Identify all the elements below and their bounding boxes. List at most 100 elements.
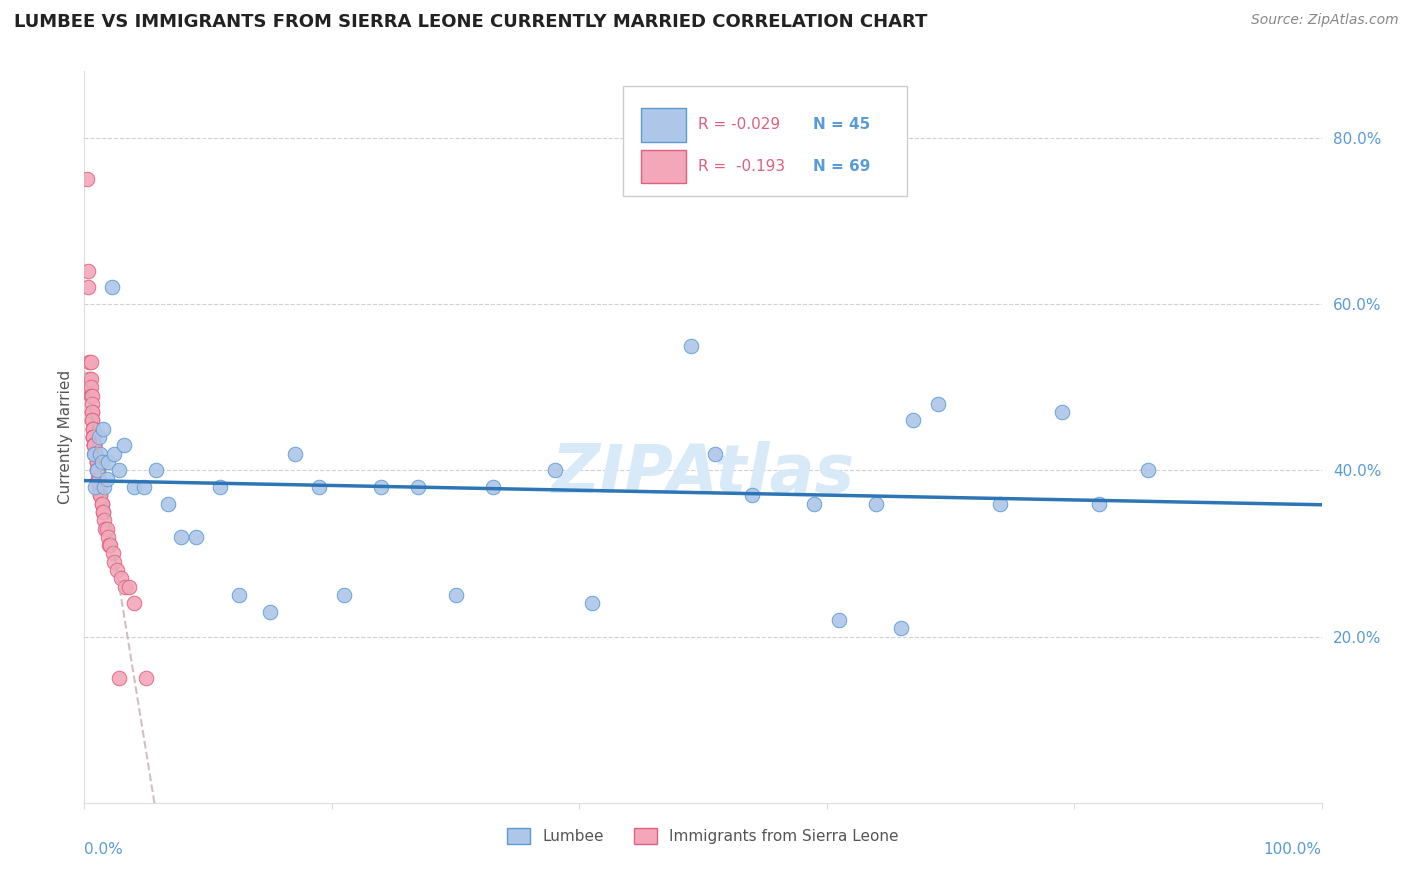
Point [110, 571, 132, 585]
Point [370, 480, 392, 494]
Point [108, 463, 131, 477]
Point [903, 413, 925, 427]
Text: N = 69: N = 69 [813, 159, 870, 174]
Point [890, 621, 912, 635]
Point [82, 422, 104, 436]
Point [84, 480, 107, 494]
Point [82, 422, 104, 436]
Point [91, 422, 114, 436]
FancyBboxPatch shape [641, 150, 686, 183]
Point [90, 497, 112, 511]
Point [679, 338, 702, 352]
Point [101, 546, 124, 560]
Point [79, 372, 101, 386]
Point [988, 497, 1011, 511]
Point [84, 447, 107, 461]
Point [93, 513, 115, 527]
Point [96, 472, 118, 486]
Point [86, 463, 108, 477]
Point [481, 480, 503, 494]
Point [89, 430, 111, 444]
Point [122, 480, 145, 494]
Point [704, 447, 727, 461]
Point [84, 447, 107, 461]
Point [87, 472, 110, 486]
Point [114, 580, 136, 594]
Point [98, 538, 121, 552]
Point [741, 488, 763, 502]
Point [93, 480, 115, 494]
Point [84, 447, 107, 461]
Text: N = 45: N = 45 [813, 117, 870, 132]
Point [87, 463, 110, 477]
Point [90, 497, 112, 511]
Point [79, 372, 101, 386]
Point [94, 521, 117, 535]
Point [79, 355, 101, 369]
Point [80, 388, 103, 402]
Point [103, 555, 125, 569]
Point [79, 355, 101, 369]
Point [83, 438, 105, 452]
Point [86, 463, 108, 477]
Point [83, 438, 105, 452]
Point [444, 588, 467, 602]
Point [86, 455, 108, 469]
Point [157, 497, 180, 511]
Point [112, 438, 135, 452]
Point [96, 521, 118, 535]
Point [77, 280, 100, 294]
Point [82, 430, 104, 444]
Point [209, 480, 232, 494]
Point [77, 264, 100, 278]
Point [228, 588, 250, 602]
Text: Source: ZipAtlas.com: Source: ZipAtlas.com [1251, 13, 1399, 28]
Point [100, 280, 122, 294]
Point [132, 480, 155, 494]
Point [89, 447, 111, 461]
Point [80, 413, 103, 427]
Point [87, 472, 110, 486]
Point [89, 480, 111, 494]
Y-axis label: Currently Married: Currently Married [58, 370, 73, 504]
Point [828, 613, 851, 627]
Point [1088, 497, 1111, 511]
Point [97, 530, 120, 544]
Point [84, 447, 107, 461]
Point [89, 480, 111, 494]
Point [79, 388, 101, 402]
FancyBboxPatch shape [641, 108, 686, 142]
Point [90, 455, 112, 469]
Point [91, 505, 114, 519]
Point [103, 447, 125, 461]
Point [184, 530, 207, 544]
Point [80, 397, 103, 411]
Text: R =  -0.193: R = -0.193 [697, 159, 785, 174]
Text: 100.0%: 100.0% [1264, 842, 1322, 856]
Point [84, 447, 107, 461]
Point [89, 488, 111, 502]
Point [308, 480, 330, 494]
Text: ZIPAtlas: ZIPAtlas [551, 441, 855, 507]
Point [581, 596, 603, 610]
Point [408, 480, 430, 494]
Point [82, 422, 104, 436]
Point [865, 497, 887, 511]
Point [98, 538, 121, 552]
Point [122, 596, 145, 610]
Point [80, 405, 103, 419]
Point [82, 430, 104, 444]
Point [89, 480, 111, 494]
Point [333, 588, 356, 602]
Point [259, 605, 281, 619]
Point [89, 472, 111, 486]
Point [135, 671, 157, 685]
Point [83, 447, 105, 461]
Point [108, 671, 131, 685]
Point [80, 413, 103, 427]
Point [79, 380, 101, 394]
Point [803, 497, 825, 511]
Point [86, 455, 108, 469]
Point [1050, 405, 1073, 419]
Point [80, 405, 103, 419]
